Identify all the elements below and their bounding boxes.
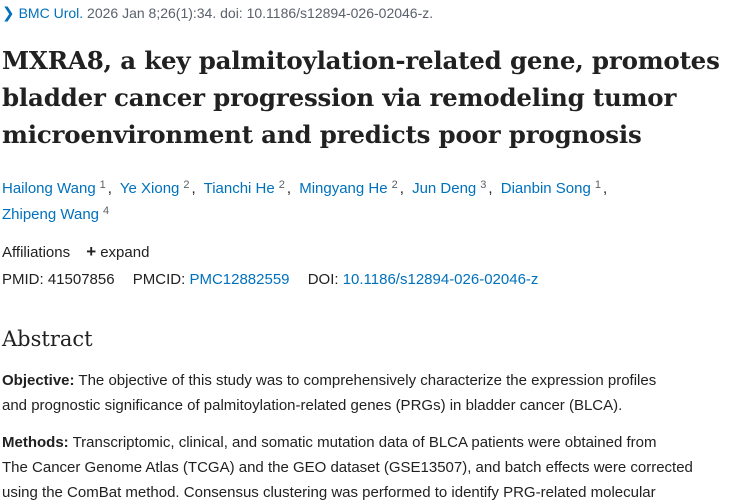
title-line: bladder cancer progression via remodelin…	[2, 83, 677, 112]
affiliation-number[interactable]: 4	[103, 205, 110, 217]
title-line: microenvironment and predicts poor progn…	[2, 120, 642, 149]
identifiers-row: PMID: 41507856 PMCID: PMC12882559 DOI: 1…	[2, 269, 538, 291]
article-title: MXRA8, a key palmitoylation-related gene…	[2, 42, 750, 153]
author-link[interactable]: Tianchi He 2	[203, 179, 285, 198]
author-link[interactable]: Ye Xiong 2	[119, 179, 190, 198]
affiliation-number[interactable]: 1	[594, 179, 601, 191]
author-link[interactable]: Zhipeng Wang 4	[2, 205, 110, 224]
objective-paragraph: Objective: The objective of this study w…	[2, 372, 657, 414]
citation-details: 2026 Jan 8;26(1):34. doi: 10.1186/s12894…	[87, 5, 434, 21]
pmcid-label: PMCID:	[132, 271, 186, 288]
author-link[interactable]: Jun Deng 3	[412, 179, 487, 198]
plus-icon: +	[86, 242, 97, 261]
methods-label: Methods:	[2, 434, 69, 451]
affiliation-number[interactable]: 2	[278, 179, 285, 191]
affiliation-number[interactable]: 2	[391, 179, 398, 191]
chevron-right-icon[interactable]: ❯	[2, 5, 15, 22]
affiliations-label: Affiliations	[2, 244, 71, 261]
expand-label: expand	[100, 244, 150, 261]
author-link[interactable]: Dianbin Song 1	[500, 179, 601, 198]
affiliation-number[interactable]: 3	[480, 179, 487, 191]
abstract-heading: Abstract	[2, 327, 93, 351]
pmcid-link[interactable]: PMC12882559	[189, 271, 290, 288]
affiliations-row: Affiliations + expand	[2, 241, 149, 264]
journal-link[interactable]: BMC Urol.	[18, 5, 84, 21]
pmid-label: PMID:	[2, 271, 44, 288]
doi-label: DOI:	[307, 271, 339, 288]
methods-paragraph: Methods: Transcriptomic, clinical, and s…	[2, 434, 693, 500]
objective-label: Objective:	[2, 372, 75, 389]
citation-line: ❯ BMC Urol. 2026 Jan 8;26(1):34. doi: 10.…	[2, 3, 433, 24]
affiliation-number[interactable]: 1	[99, 179, 106, 191]
author-list: Hailong Wang 1, Ye Xiong 2, Tianchi He 2, M…	[2, 179, 608, 224]
doi-link[interactable]: 10.1186/s12894-026-02046-z	[342, 271, 539, 288]
pmid-value: 41507856	[47, 271, 115, 288]
expand-affiliations-button[interactable]: + expand	[86, 242, 150, 261]
title-line: MXRA8, a key palmitoylation-related gene…	[2, 46, 720, 75]
affiliation-number[interactable]: 2	[183, 179, 190, 191]
author-link[interactable]: Mingyang He 2	[299, 179, 398, 198]
author-link[interactable]: Hailong Wang 1	[2, 179, 106, 198]
